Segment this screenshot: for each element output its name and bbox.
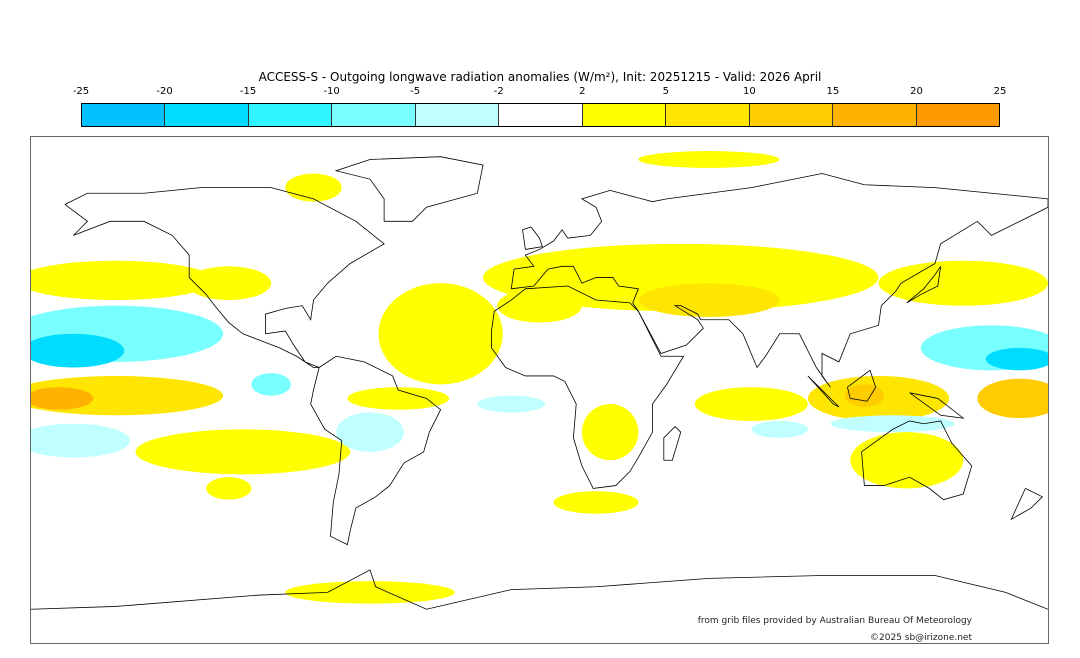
colorbar-tick-label: 2	[579, 86, 586, 97]
colorbar-segment	[165, 104, 249, 126]
coastline-japan	[906, 266, 942, 304]
colorbar-segment	[499, 104, 583, 126]
coastline-eurasia	[510, 173, 1049, 388]
anomaly-map-svg	[8, 151, 1063, 610]
anomaly-region	[483, 243, 879, 312]
anomaly-region	[844, 384, 885, 407]
anomaly-region	[22, 333, 125, 368]
world-map	[8, 136, 1063, 644]
colorbar-segment	[415, 104, 500, 126]
anomaly-region	[16, 423, 130, 458]
colorbar-segment	[582, 104, 667, 126]
coastline-madagascar	[663, 425, 682, 461]
anomaly-region	[977, 378, 1063, 419]
coastline-britain	[522, 226, 543, 250]
map-title: ACCESS-S - Outgoing longwave radiation a…	[258, 70, 822, 84]
colorbar-segment	[749, 104, 834, 126]
colorbar-tick-label: -2	[493, 86, 504, 97]
anomaly-region	[135, 429, 351, 475]
anomaly-region	[378, 283, 503, 385]
anomaly-region	[830, 415, 955, 433]
colorbar-tick-label: 25	[993, 86, 1007, 97]
coastline-australia	[861, 420, 973, 501]
coastline-new-guinea	[909, 392, 965, 419]
copyright: ©2025 sb@irizone.net	[870, 633, 972, 643]
colorbar-tick-label: 10	[742, 86, 756, 97]
coastline-antarctica	[30, 569, 1049, 610]
colorbar-ticks: -25 -20 -15 -10 -5 -2 2 5 10 15 20 25	[73, 86, 1007, 100]
coastline-sumatra	[807, 375, 840, 408]
anomaly-region	[477, 395, 546, 413]
anomaly-region	[25, 387, 94, 410]
coastline-north-america	[64, 187, 385, 368]
anomaly-region	[16, 260, 215, 301]
colorbar-segment	[666, 104, 750, 126]
anomaly-region	[850, 432, 964, 489]
anomaly-region	[347, 387, 450, 410]
anomaly-region	[638, 283, 780, 317]
colorbar-segment	[332, 104, 416, 126]
anomaly-region	[751, 420, 808, 438]
colorbar-tick-label: -10	[323, 86, 340, 97]
anomaly-region	[206, 477, 252, 500]
anomaly-region	[694, 387, 808, 421]
anomaly-region	[638, 151, 780, 168]
anomaly-region	[186, 266, 272, 301]
colorbar-tick-label: 15	[826, 86, 840, 97]
colorbar-segment	[833, 104, 917, 126]
data-credit: from grib files provided by Australian B…	[697, 616, 972, 626]
colorbar-segment	[916, 104, 999, 126]
anomaly-region	[497, 288, 582, 323]
coastline-borneo	[847, 369, 877, 402]
colorbar-tick-label: -15	[239, 86, 257, 97]
colorbar-segment	[248, 104, 333, 126]
colorbar-tick-label: 20	[910, 86, 923, 97]
coastline-south-america	[310, 355, 442, 546]
colorbar-segment	[82, 104, 166, 126]
anomaly-region	[878, 260, 1048, 306]
colorbar-tick-label: -5	[410, 86, 421, 97]
coastline-greenland	[334, 156, 484, 222]
coastline-africa	[491, 285, 685, 489]
anomaly-region	[251, 373, 291, 396]
colorbar-tick-label: 5	[662, 86, 669, 97]
anomaly-region	[285, 173, 342, 202]
anomaly-region	[336, 412, 404, 452]
anomaly-region	[581, 404, 639, 461]
anomaly-region	[285, 581, 455, 604]
anomaly-region	[985, 347, 1054, 371]
coastline-new-zealand	[1010, 488, 1044, 521]
colorbar-tick-label: -20	[156, 86, 173, 97]
colorbar-tick-label: -25	[72, 86, 90, 97]
anomaly-region	[553, 491, 639, 514]
colorbar	[81, 103, 1000, 127]
